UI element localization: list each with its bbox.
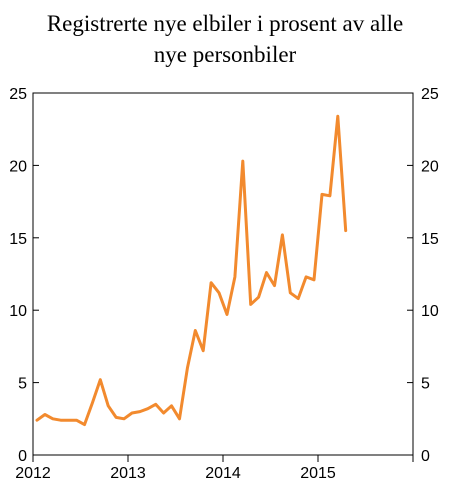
y-tick-label-left: 5 (18, 376, 27, 393)
y-tick-label-left: 0 (18, 448, 27, 465)
y-tick-left: 10 (9, 303, 39, 320)
chart-title-line-1: Registrerte nye elbiler i prosent av all… (46, 11, 404, 36)
y-tick-right: 20 (407, 158, 439, 175)
y-tick-label-left: 15 (9, 231, 27, 248)
plot-frame (32, 92, 414, 456)
y-tick-left: 0 (18, 448, 39, 465)
y-tick-label-right: 20 (421, 158, 439, 175)
y-tick-left: 20 (9, 158, 39, 175)
x-tick-label: 2013 (110, 465, 146, 482)
y-tick-left: 25 (9, 86, 39, 103)
y-tick-right: 10 (407, 303, 439, 320)
y-tick-right: 15 (407, 231, 439, 248)
y-tick-right: 0 (407, 448, 430, 465)
x-tick-label: 2015 (300, 465, 336, 482)
x-tick-label: 2014 (205, 465, 241, 482)
y-tick-right: 25 (407, 86, 439, 103)
y-tick-label-right: 0 (421, 448, 430, 465)
x-tick: 2015 (300, 455, 336, 482)
y-tick-label-right: 10 (421, 303, 439, 320)
x-tick-label: 2012 (15, 465, 51, 482)
y-tick-right: 5 (407, 376, 430, 393)
x-tick: 2012 (15, 455, 51, 482)
y-tick-left: 5 (18, 376, 39, 393)
chart-title: Registrerte nye elbiler i prosent av all… (0, 8, 450, 70)
y-tick-label-right: 5 (421, 376, 430, 393)
chart-title-line-2: nye personbiler (153, 42, 297, 67)
x-tick: 2013 (110, 455, 146, 482)
y-tick-label-left: 25 (9, 86, 27, 103)
y-tick-label-left: 20 (9, 158, 27, 175)
x-tick: 2014 (205, 455, 241, 482)
y-tick-label-left: 10 (9, 303, 27, 320)
y-tick-label-right: 15 (421, 231, 439, 248)
series-line (35, 114, 348, 427)
y-tick-label-right: 25 (421, 86, 439, 103)
y-tick-left: 15 (9, 231, 39, 248)
